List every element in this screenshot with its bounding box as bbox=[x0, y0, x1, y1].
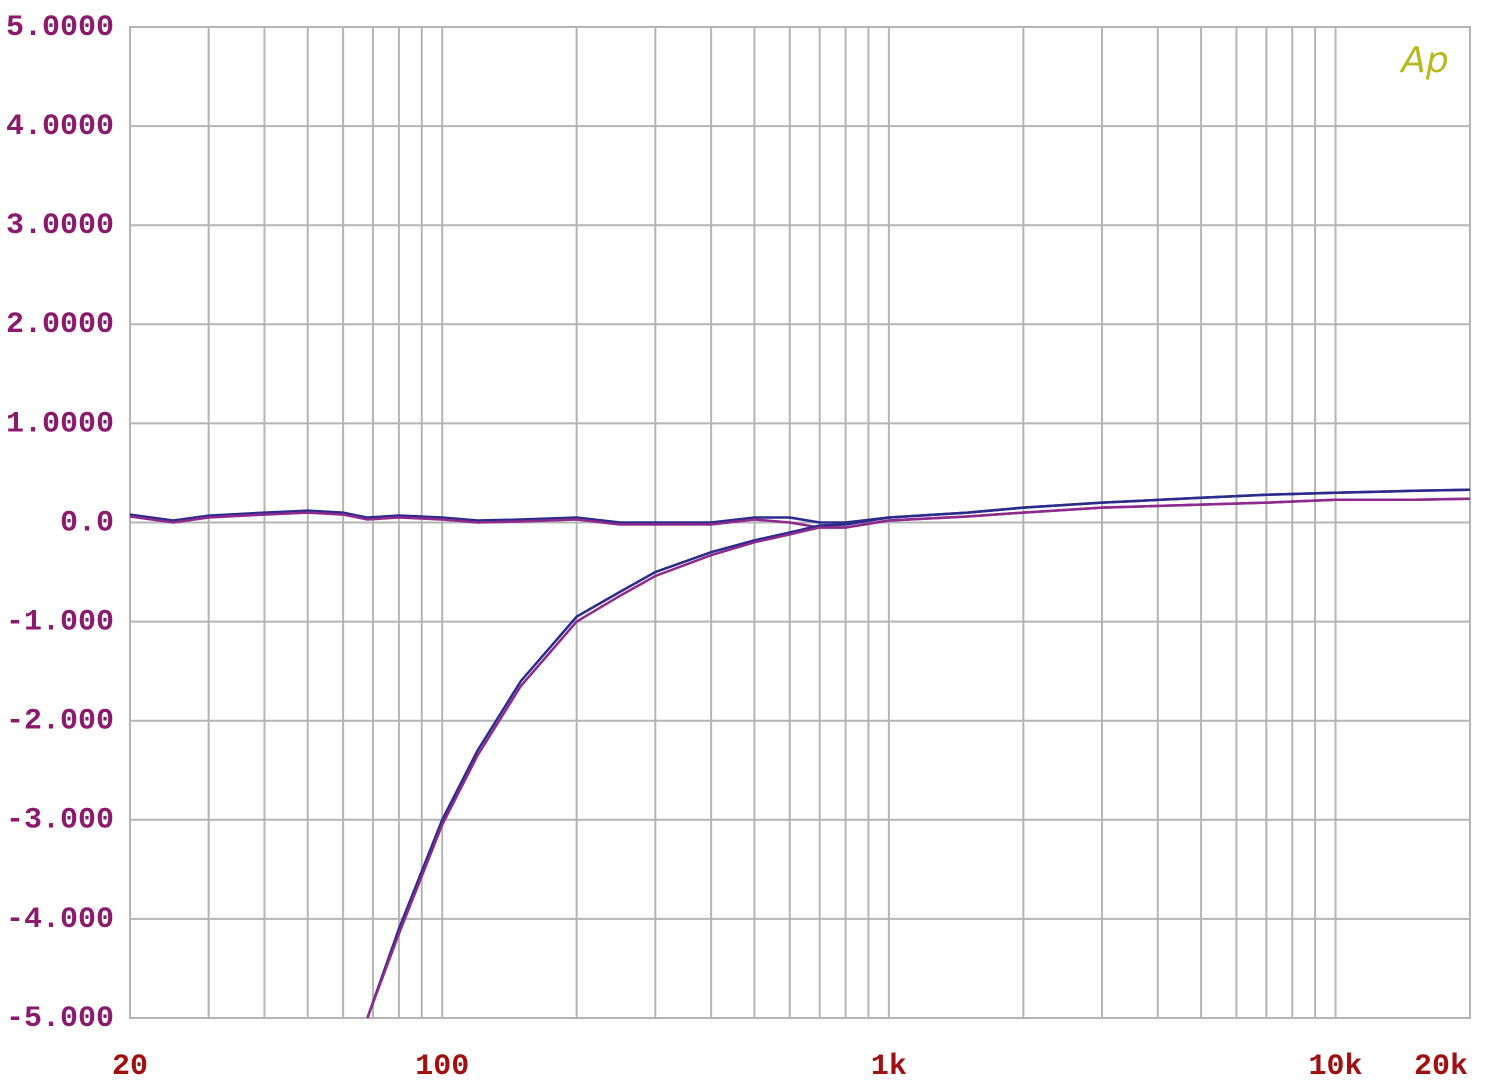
y-tick-label: -4.000 bbox=[6, 903, 114, 937]
x-tick-label: 20k bbox=[1414, 1050, 1468, 1080]
x-tick-label: 10k bbox=[1309, 1050, 1363, 1080]
series-line bbox=[366, 488, 1471, 1019]
series-line bbox=[366, 497, 1471, 1019]
y-tick-label: -3.000 bbox=[6, 804, 114, 838]
y-tick-label: 3.0000 bbox=[6, 209, 114, 243]
x-tick-label: 100 bbox=[415, 1050, 469, 1080]
y-tick-label: 1.0000 bbox=[6, 407, 114, 441]
x-tick-label: 1k bbox=[871, 1050, 907, 1080]
logo: Ap bbox=[1399, 40, 1448, 81]
y-tick-label: -1.000 bbox=[6, 606, 114, 640]
y-tick-label: 5.0000 bbox=[6, 11, 114, 45]
y-tick-label: 4.0000 bbox=[6, 110, 114, 144]
y-tick-label: 0.0 bbox=[60, 506, 114, 540]
y-tick-label: -2.000 bbox=[6, 705, 114, 739]
y-tick-label: 2.0000 bbox=[6, 308, 114, 342]
x-tick-label: 20 bbox=[112, 1050, 148, 1080]
y-tick-label: -5.000 bbox=[6, 1002, 114, 1036]
